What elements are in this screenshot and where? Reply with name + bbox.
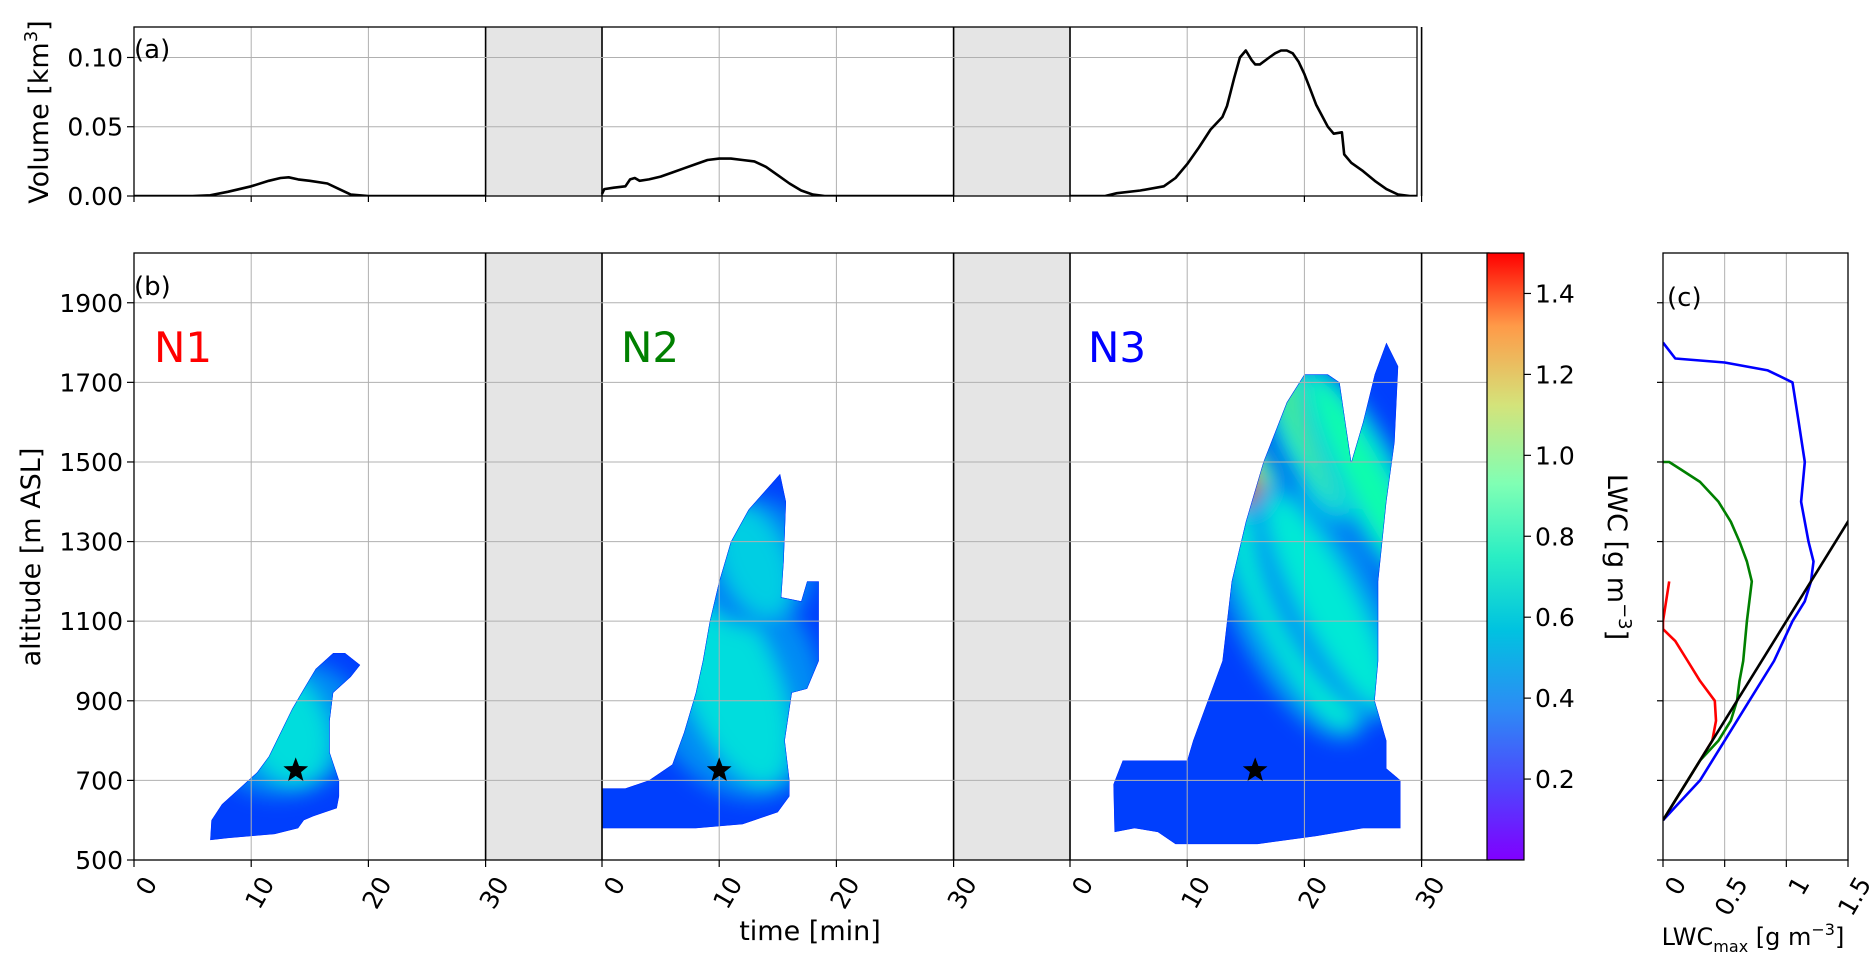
heatmap-core (1266, 495, 1390, 708)
panel-c-frame (1662, 252, 1849, 861)
panel-c-xlabel: LWCmax [g m−3] (1662, 920, 1845, 956)
panel-b: 500 700 900 1100 1300 1500 1700 1900 0 10 20 30 0 10 2… (16, 252, 1490, 947)
panel-b-gap-1 (485, 253, 603, 860)
panel-c-xtick-label: 0.5 (1709, 872, 1754, 921)
panel-a-ticks: 0.00 0.05 0.10 (67, 43, 1423, 211)
colorbar-tick-label: 0.6 (1535, 603, 1575, 632)
star-marker-n2 (706, 757, 732, 781)
panel-a-label: (a) (134, 35, 170, 65)
panel-c-series-3 (1663, 341, 1815, 822)
panel-b-xtick-label: 10 (707, 872, 748, 914)
panel-a-gap-1 (485, 27, 603, 196)
panel-b-xtick-label: 10 (239, 872, 280, 914)
colorbar-tick-label: 0.4 (1535, 684, 1575, 713)
heatmap-cell-n2 (602, 473, 819, 829)
panel-b-stars (283, 757, 1268, 781)
panel-a-volume-lines (134, 49, 1417, 196)
colorbar: 0.2 0.4 0.6 0.8 1.0 1.2 1.4 LWC [g m−3] (1486, 252, 1635, 861)
colorbar-frame (1486, 252, 1525, 861)
panel-b-gap-2 (953, 253, 1071, 860)
panel-b-ytick-label: 900 (75, 687, 123, 716)
panel-c-label: (c) (1667, 283, 1702, 313)
colorbar-gradient (1487, 253, 1524, 860)
colorbar-tick-label: 0.8 (1535, 522, 1575, 551)
panel-b-ytick-label: 700 (75, 766, 123, 795)
cell-label-n2: N2 (621, 323, 679, 372)
star-marker-n1 (283, 757, 309, 781)
colorbar-ticks: 0.2 0.4 0.6 0.8 1.0 1.2 1.4 (1524, 279, 1575, 794)
panel-a: 0.00 0.05 0.10 (a) Volume [km3] (21, 20, 1423, 211)
heatmap-cell-edge (210, 653, 361, 841)
panel-b-gaps (485, 253, 1071, 860)
panel-b-heatmap-cells (210, 342, 1401, 845)
panel-b-xtick-label: 0 (598, 872, 631, 900)
panel-b-xtick-label: 20 (825, 872, 866, 914)
panel-a-ytick-label: 0.10 (67, 43, 123, 72)
panel-a-ylabel: Volume [km3] (21, 20, 55, 203)
panel-a-ytick-label: 0.00 (67, 182, 123, 211)
panel-c-xtick-label: 0 (1659, 872, 1692, 900)
panel-b-xtick-label: 0 (130, 872, 163, 900)
heatmap-cell-n1 (210, 653, 361, 841)
panel-b-label: (b) (134, 272, 171, 302)
panel-b-xtick-label: 30 (942, 872, 983, 914)
panel-b-xtick-label: 0 (1066, 872, 1099, 900)
panel-c-lines (1663, 341, 1848, 822)
panel-c-xtick-label: 1.5 (1832, 872, 1869, 921)
panel-b-ytick-label: 1500 (59, 448, 123, 477)
star-marker-n3 (1242, 757, 1268, 781)
panel-b-xtick-label: 20 (1293, 872, 1334, 914)
panel-c-ticks: 0 0.5 1 1.5 (1657, 302, 1869, 921)
panel-b-ylabel: altitude [m ASL] (16, 448, 47, 667)
panel-b-xlabel: time [min] (739, 916, 881, 947)
panel-b-xtick-label: 30 (474, 872, 515, 914)
heatmap-cell-edge (1113, 342, 1401, 845)
panel-a-ytick-label: 0.05 (67, 113, 123, 142)
panel-b-xtick-label: 10 (1175, 872, 1216, 914)
panel-c-xtick-label: 1 (1782, 872, 1815, 900)
panel-b-ytick-label: 500 (75, 846, 123, 875)
cell-label-n3: N3 (1088, 323, 1146, 372)
panel-a-grid (134, 27, 1423, 197)
colorbar-tick-label: 1.2 (1535, 360, 1575, 389)
panel-b-ytick-label: 1900 (59, 289, 123, 318)
cell-label-n1: N1 (154, 323, 212, 372)
colorbar-tick-label: 1.0 (1535, 441, 1575, 470)
panel-a-gap-2 (953, 27, 1071, 196)
volume-line-segment-1 (134, 176, 486, 196)
panel-c: 0 0.5 1 1.5 (c) LWCmax [g m−3] (1657, 252, 1869, 956)
panel-b-ytick-label: 1700 (59, 368, 123, 397)
colorbar-tick-label: 1.4 (1535, 279, 1575, 308)
colorbar-label: LWC [g m−3] (1601, 474, 1635, 640)
panel-c-series-4 (1663, 519, 1848, 821)
panel-a-frame (133, 26, 1418, 197)
colorbar-tick-label: 0.2 (1535, 765, 1575, 794)
volume-line-segment-3 (1070, 49, 1417, 196)
panel-b-ytick-label: 1300 (59, 528, 123, 557)
panel-b-xtick-label: 20 (357, 872, 398, 914)
panel-c-grid (1662, 253, 1849, 861)
panel-a-gaps (485, 27, 1071, 196)
panel-b-ytick-label: 1100 (59, 607, 123, 636)
heatmap-cell-n3 (1113, 342, 1401, 845)
panel-b-xtick-label: 30 (1410, 872, 1451, 914)
volume-line-segment-2 (600, 157, 954, 196)
